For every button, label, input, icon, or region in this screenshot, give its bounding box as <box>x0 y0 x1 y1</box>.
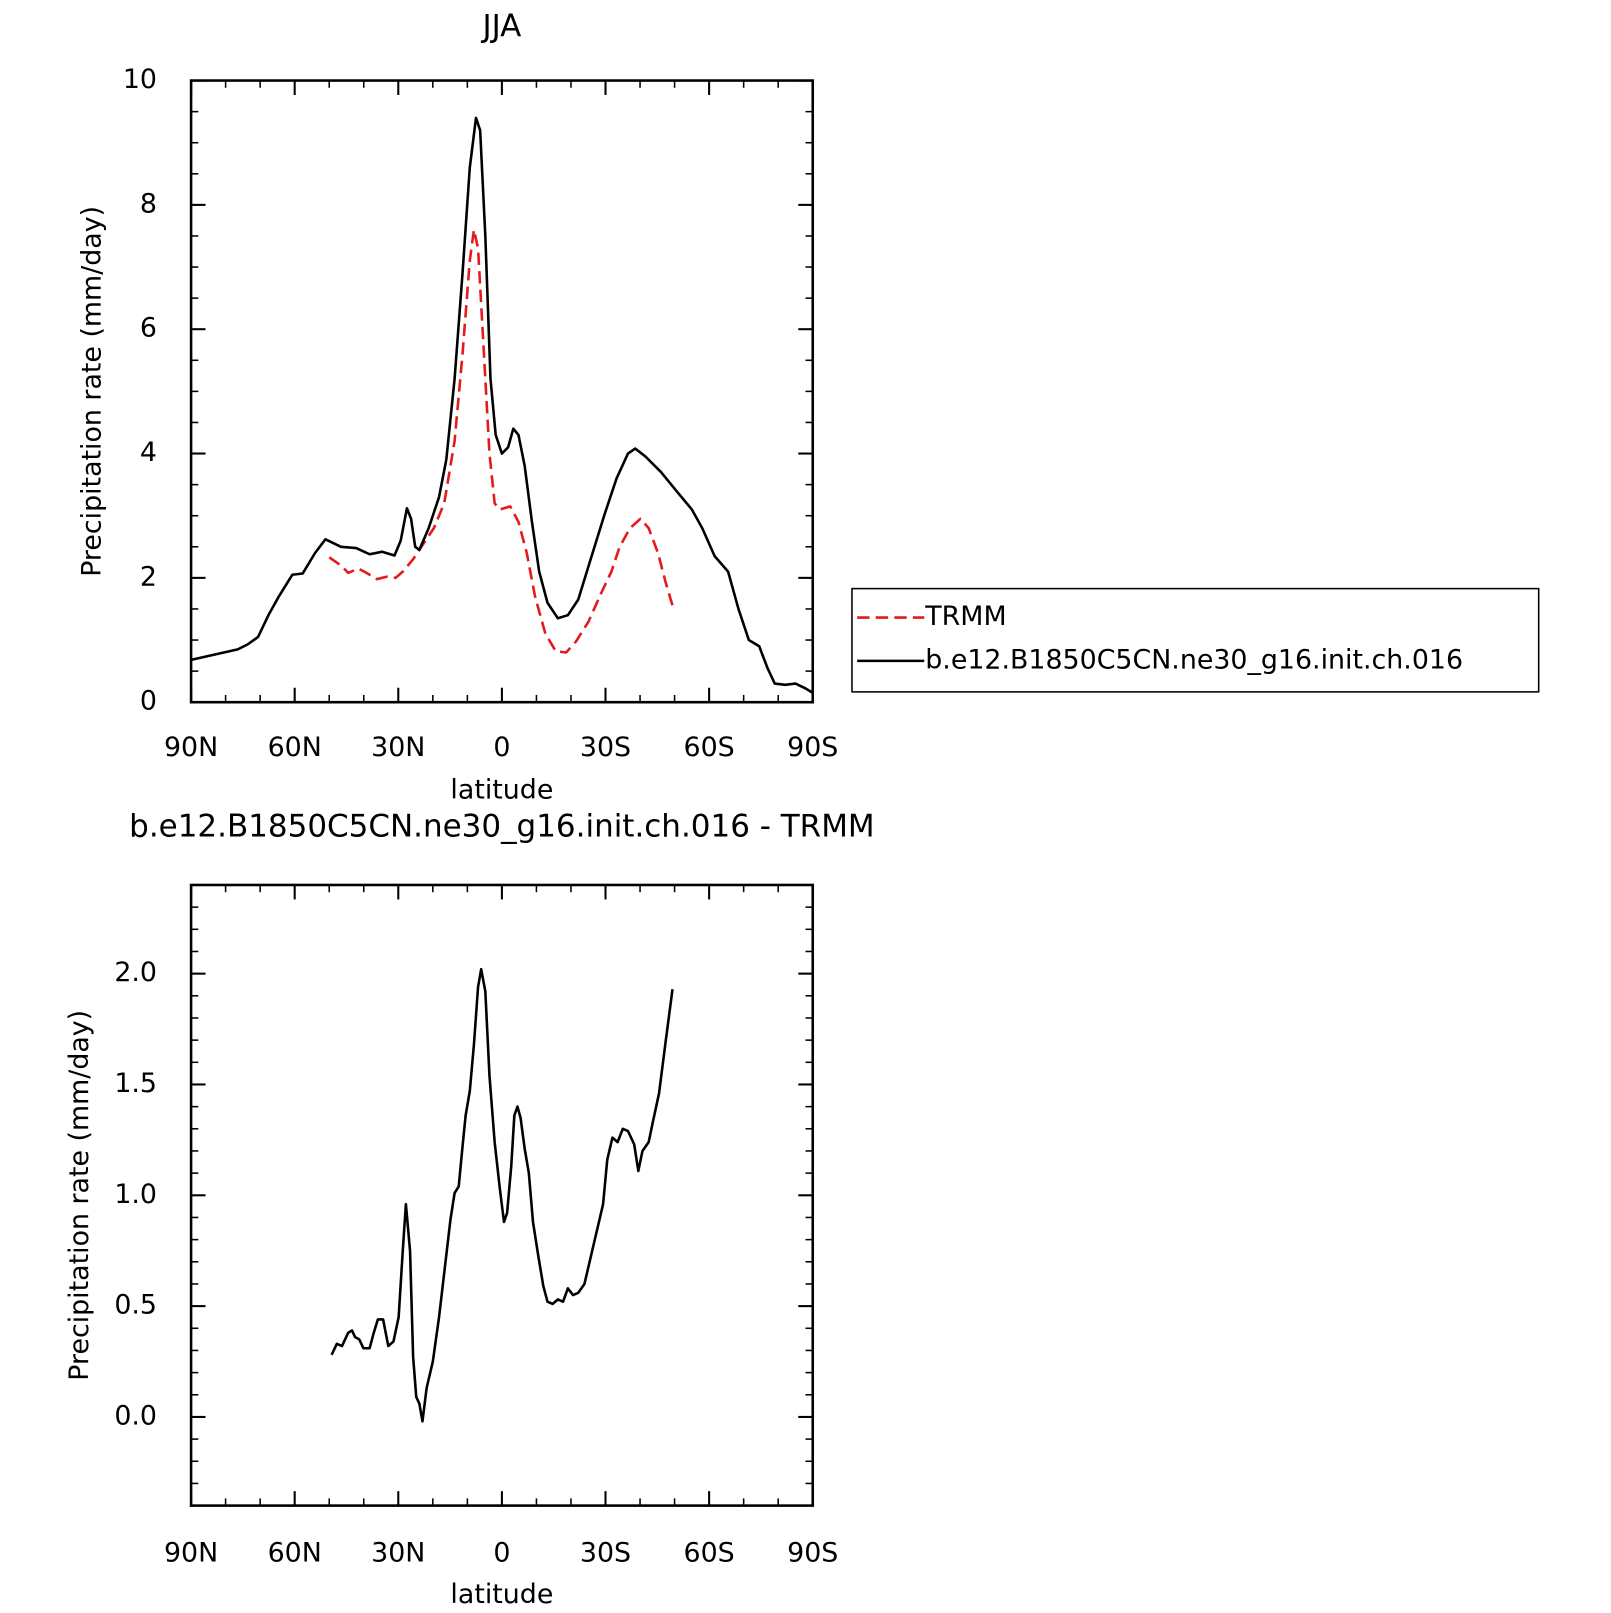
chart-title: b.e12.B1850C5CN.ne30_g16.init.ch.016 - T… <box>129 809 874 845</box>
x-tick-label: 90S <box>787 732 838 763</box>
x-tick-label: 30S <box>580 732 631 763</box>
x-tick-label: 30N <box>371 1538 425 1569</box>
data-line <box>330 967 674 1423</box>
x-tick-label: 0 <box>493 1538 510 1569</box>
plot-frame <box>189 79 815 704</box>
data-line <box>328 228 675 654</box>
x-axis-label: latitude <box>450 1579 553 1610</box>
legend-label: b.e12.B1850C5CN.ne30_g16.init.ch.016 <box>925 644 1463 675</box>
y-tick-label: 0.5 <box>114 1290 157 1321</box>
y-tick-label: 2 <box>140 561 157 592</box>
y-axis-label: Precipitation rate (mm/day) <box>76 206 107 577</box>
y-tick-label: 6 <box>140 313 157 344</box>
y-axis-label: Precipitation rate (mm/day) <box>64 1010 95 1381</box>
y-tick-label: 10 <box>123 64 157 95</box>
legend-box <box>851 587 1540 693</box>
y-tick-label: 4 <box>140 437 157 468</box>
y-tick-label: 1.5 <box>114 1068 157 1099</box>
y-tick-label: 8 <box>140 188 157 219</box>
x-tick-label: 30S <box>580 1538 631 1569</box>
x-tick-label: 0 <box>493 732 510 763</box>
x-tick-label: 60N <box>268 1538 322 1569</box>
legend-label: TRMM <box>924 601 1006 632</box>
x-tick-label: 30N <box>371 732 425 763</box>
chart-title: JJA <box>480 8 521 44</box>
x-axis-label: latitude <box>450 775 553 806</box>
x-tick-label: 60S <box>684 1538 735 1569</box>
x-tick-label: 90N <box>164 732 218 763</box>
data-line <box>190 116 814 694</box>
y-tick-label: 0 <box>140 686 157 717</box>
y-tick-label: 1.0 <box>114 1179 157 1210</box>
x-tick-label: 60N <box>268 732 322 763</box>
x-tick-label: 60S <box>684 732 735 763</box>
y-tick-label: 2.0 <box>114 957 157 988</box>
x-tick-label: 90S <box>787 1538 838 1569</box>
y-tick-label: 0.0 <box>114 1400 157 1431</box>
x-tick-label: 90N <box>164 1538 218 1569</box>
